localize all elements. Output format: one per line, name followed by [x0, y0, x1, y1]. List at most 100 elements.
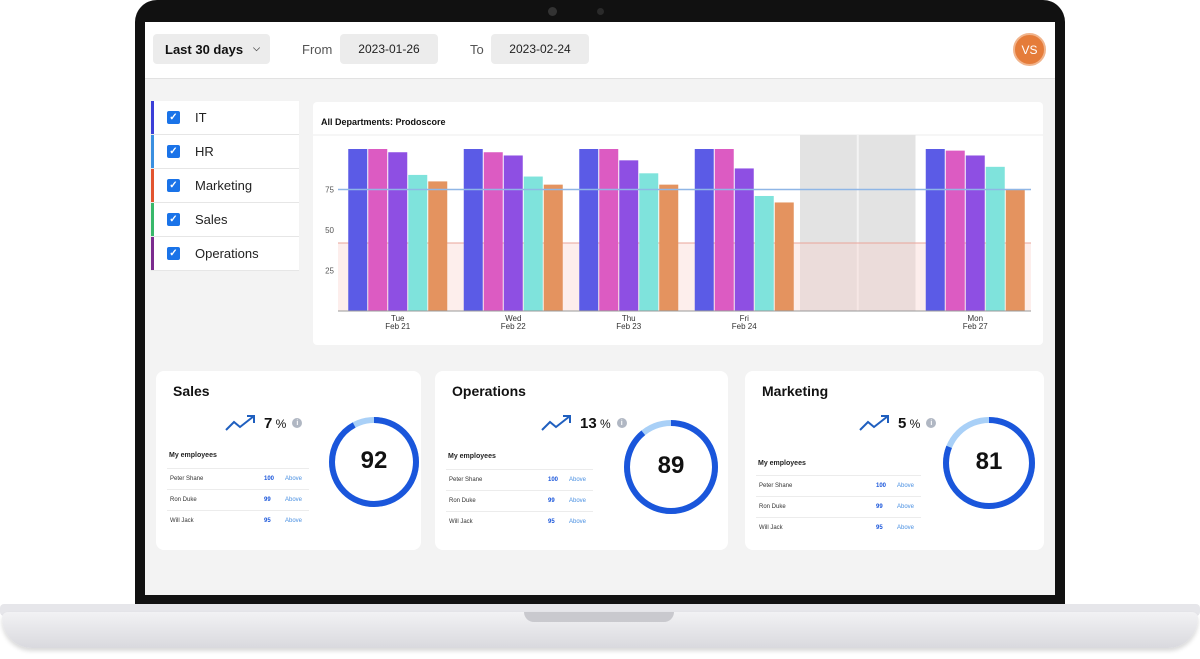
- department-color-bar: [151, 169, 154, 202]
- chart-bar: [428, 181, 448, 311]
- employee-row[interactable]: Peter Shane 100 Above: [756, 475, 921, 496]
- x-tick-day-label: Wed: [505, 314, 521, 323]
- employee-score: 99: [548, 498, 555, 504]
- chart-bar: [368, 149, 388, 311]
- camera-icon: [548, 7, 557, 16]
- employee-status: Above: [897, 504, 915, 510]
- employee-row[interactable]: Ron Duke 99 Above: [167, 489, 309, 510]
- checkbox-checked-icon[interactable]: ✓: [167, 213, 180, 226]
- date-range-select[interactable]: Last 30 days ⌵: [153, 34, 270, 64]
- score-ring: [624, 420, 718, 514]
- employee-name: Ron Duke: [170, 497, 197, 503]
- employee-score: 95: [876, 525, 883, 531]
- from-date-field[interactable]: 2023-01-26: [340, 34, 438, 64]
- chart-title: All Departments: Prodoscore: [321, 117, 446, 127]
- chart-bar: [388, 152, 408, 311]
- x-tick-date-label: Feb 22: [501, 322, 526, 331]
- employee-status: Above: [285, 518, 303, 524]
- x-tick-day-label: Mon: [967, 314, 983, 323]
- trend-indicator: 7 % i: [224, 413, 303, 433]
- chart-bar: [1005, 189, 1025, 311]
- employee-status: Above: [569, 498, 587, 504]
- checkbox-checked-icon[interactable]: ✓: [167, 247, 180, 260]
- x-tick-date-label: Feb 24: [732, 322, 757, 331]
- department-filter-operations[interactable]: ✓ Operations: [151, 237, 299, 271]
- employee-status: Above: [285, 497, 303, 503]
- x-tick-day-label: Thu: [622, 314, 636, 323]
- employee-name: Will Jack: [759, 525, 783, 531]
- checkbox-checked-icon[interactable]: ✓: [167, 179, 180, 192]
- department-score-card-operations: Operations 13 % i My employees Peter Shane 10…: [435, 371, 728, 550]
- employee-row[interactable]: Will Jack 95 Above: [446, 511, 593, 532]
- employee-row[interactable]: Peter Shane 100 Above: [446, 469, 593, 490]
- trend-up-icon: [541, 415, 571, 431]
- chart-bar: [659, 184, 679, 311]
- score-value: 89: [657, 452, 685, 479]
- x-tick-date-label: Feb 21: [385, 322, 410, 331]
- department-color-bar: [151, 135, 154, 168]
- info-icon[interactable]: i: [926, 418, 937, 428]
- chart-bar: [483, 152, 503, 311]
- department-score-card-sales: Sales 7 % i My employees Peter Shane 100 Above…: [156, 371, 421, 550]
- from-label: From: [302, 42, 333, 57]
- sensor-icon: [597, 8, 604, 15]
- avatar[interactable]: VS: [1013, 33, 1046, 66]
- employee-score: 95: [548, 519, 555, 525]
- employee-status: Above: [897, 525, 915, 531]
- app-screen: Last 30 days ⌵ From 2023-01-26 To 2023-0…: [145, 22, 1055, 595]
- score-ring-fill: [624, 420, 718, 514]
- employee-row[interactable]: Ron Duke 99 Above: [446, 490, 593, 511]
- checkbox-checked-icon[interactable]: ✓: [167, 145, 180, 158]
- employee-score: 99: [264, 497, 271, 503]
- info-icon[interactable]: i: [292, 418, 303, 428]
- employee-name: Ron Duke: [759, 504, 786, 510]
- employee-row[interactable]: Ron Duke 99 Above: [756, 496, 921, 517]
- x-tick-date-label: Feb 27: [963, 322, 988, 331]
- employee-status: Above: [569, 477, 587, 483]
- chart-bar: [543, 184, 563, 311]
- chart-bar: [599, 149, 619, 311]
- employee-row[interactable]: Will Jack 95 Above: [167, 510, 309, 531]
- trend-unit: %: [596, 416, 611, 431]
- employee-score: 100: [548, 477, 559, 483]
- chart-bar: [463, 149, 483, 311]
- employee-row[interactable]: Peter Shane 100 Above: [167, 468, 309, 489]
- chart-bar: [754, 195, 774, 311]
- department-filter-list: ✓ IT ✓ HR ✓ Marketing ✓ Sales ✓ Operations: [151, 101, 299, 271]
- chart-bar: [774, 202, 794, 311]
- department-score-card-marketing: Marketing 5 % i My employees Peter Shane 100 A…: [745, 371, 1044, 550]
- chart-bar: [985, 166, 1005, 311]
- chart-bar: [714, 149, 734, 311]
- employees-heading: My employees: [448, 453, 496, 460]
- chart-bar: [348, 149, 368, 311]
- chart-bar: [408, 174, 428, 311]
- trend-indicator: 5 % i: [858, 413, 937, 433]
- employee-row[interactable]: Will Jack 95 Above: [756, 517, 921, 538]
- department-label: HR: [195, 144, 214, 159]
- employee-score: 100: [876, 483, 887, 489]
- department-filter-marketing[interactable]: ✓ Marketing: [151, 169, 299, 203]
- chart-bar: [965, 155, 985, 311]
- chart-bar: [579, 149, 599, 311]
- department-color-bar: [151, 203, 154, 236]
- employee-name: Will Jack: [170, 518, 194, 524]
- chart-bar: [619, 160, 639, 311]
- department-filter-it[interactable]: ✓ IT: [151, 101, 299, 135]
- trend-up-icon: [225, 415, 255, 431]
- employee-name: Peter Shane: [449, 477, 483, 483]
- score-ring: [943, 417, 1035, 509]
- y-tick-label: 25: [325, 267, 334, 276]
- department-filter-hr[interactable]: ✓ HR: [151, 135, 299, 169]
- department-label: Operations: [195, 246, 259, 261]
- employee-status: Above: [897, 483, 915, 489]
- prodoscore-chart-card: All Departments: Prodoscore 25 50 75 Tue Feb…: [313, 102, 1043, 345]
- checkbox-checked-icon[interactable]: ✓: [167, 111, 180, 124]
- info-icon[interactable]: i: [616, 418, 627, 428]
- trend-unit: %: [272, 416, 287, 431]
- department-filter-sales[interactable]: ✓ Sales: [151, 203, 299, 237]
- employee-score: 100: [264, 476, 275, 482]
- score-value: 81: [975, 448, 1003, 475]
- trend-value: 13: [580, 414, 597, 432]
- to-date-field[interactable]: 2023-02-24: [491, 34, 589, 64]
- chart-bar: [639, 173, 659, 311]
